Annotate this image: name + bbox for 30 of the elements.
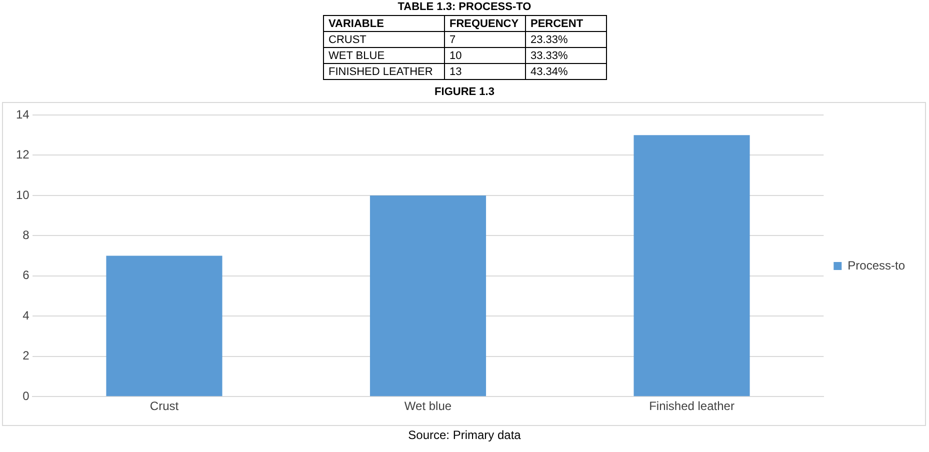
data-label: 23.33% <box>525 32 606 48</box>
category-label: FINISHED LEATHER <box>323 64 444 80</box>
chart-title: FIGURE 1.3 <box>434 86 496 100</box>
y-tick-label: 8 <box>22 228 30 242</box>
bar <box>370 195 486 396</box>
x-tick-label: Crust <box>150 399 180 414</box>
y-tick-label: 12 <box>16 148 30 162</box>
legend-label: Process-to <box>848 258 906 272</box>
data-label: 13 <box>444 64 525 80</box>
data-label: 10 <box>444 48 525 64</box>
text: TABLE 1.3: PROCESS-TO <box>396 1 532 13</box>
y-tick-label: 4 <box>22 308 30 322</box>
y-tick-label: 2 <box>22 348 30 363</box>
bar <box>634 135 750 396</box>
data-label: 7 <box>444 32 525 48</box>
data-label: 33.33% <box>525 48 606 64</box>
text: VARIABLE <box>323 16 444 32</box>
bar <box>106 256 222 396</box>
x-tick-label: Wet blue <box>404 399 452 414</box>
x-tick-label: Finished leather <box>649 399 734 414</box>
category-label: WET BLUE <box>323 48 444 64</box>
y-tick-label: 14 <box>16 107 30 122</box>
data-label: 43.34% <box>525 64 606 80</box>
category-label: CRUST <box>323 32 444 48</box>
source-note: Source: Primary data <box>407 428 522 442</box>
text: PERCENT <box>525 16 606 32</box>
y-tick-label: 10 <box>16 188 30 202</box>
y-tick-label: 6 <box>22 268 30 282</box>
y-tick-label: 0 <box>22 388 30 403</box>
text: FREQUENCY <box>444 16 525 32</box>
